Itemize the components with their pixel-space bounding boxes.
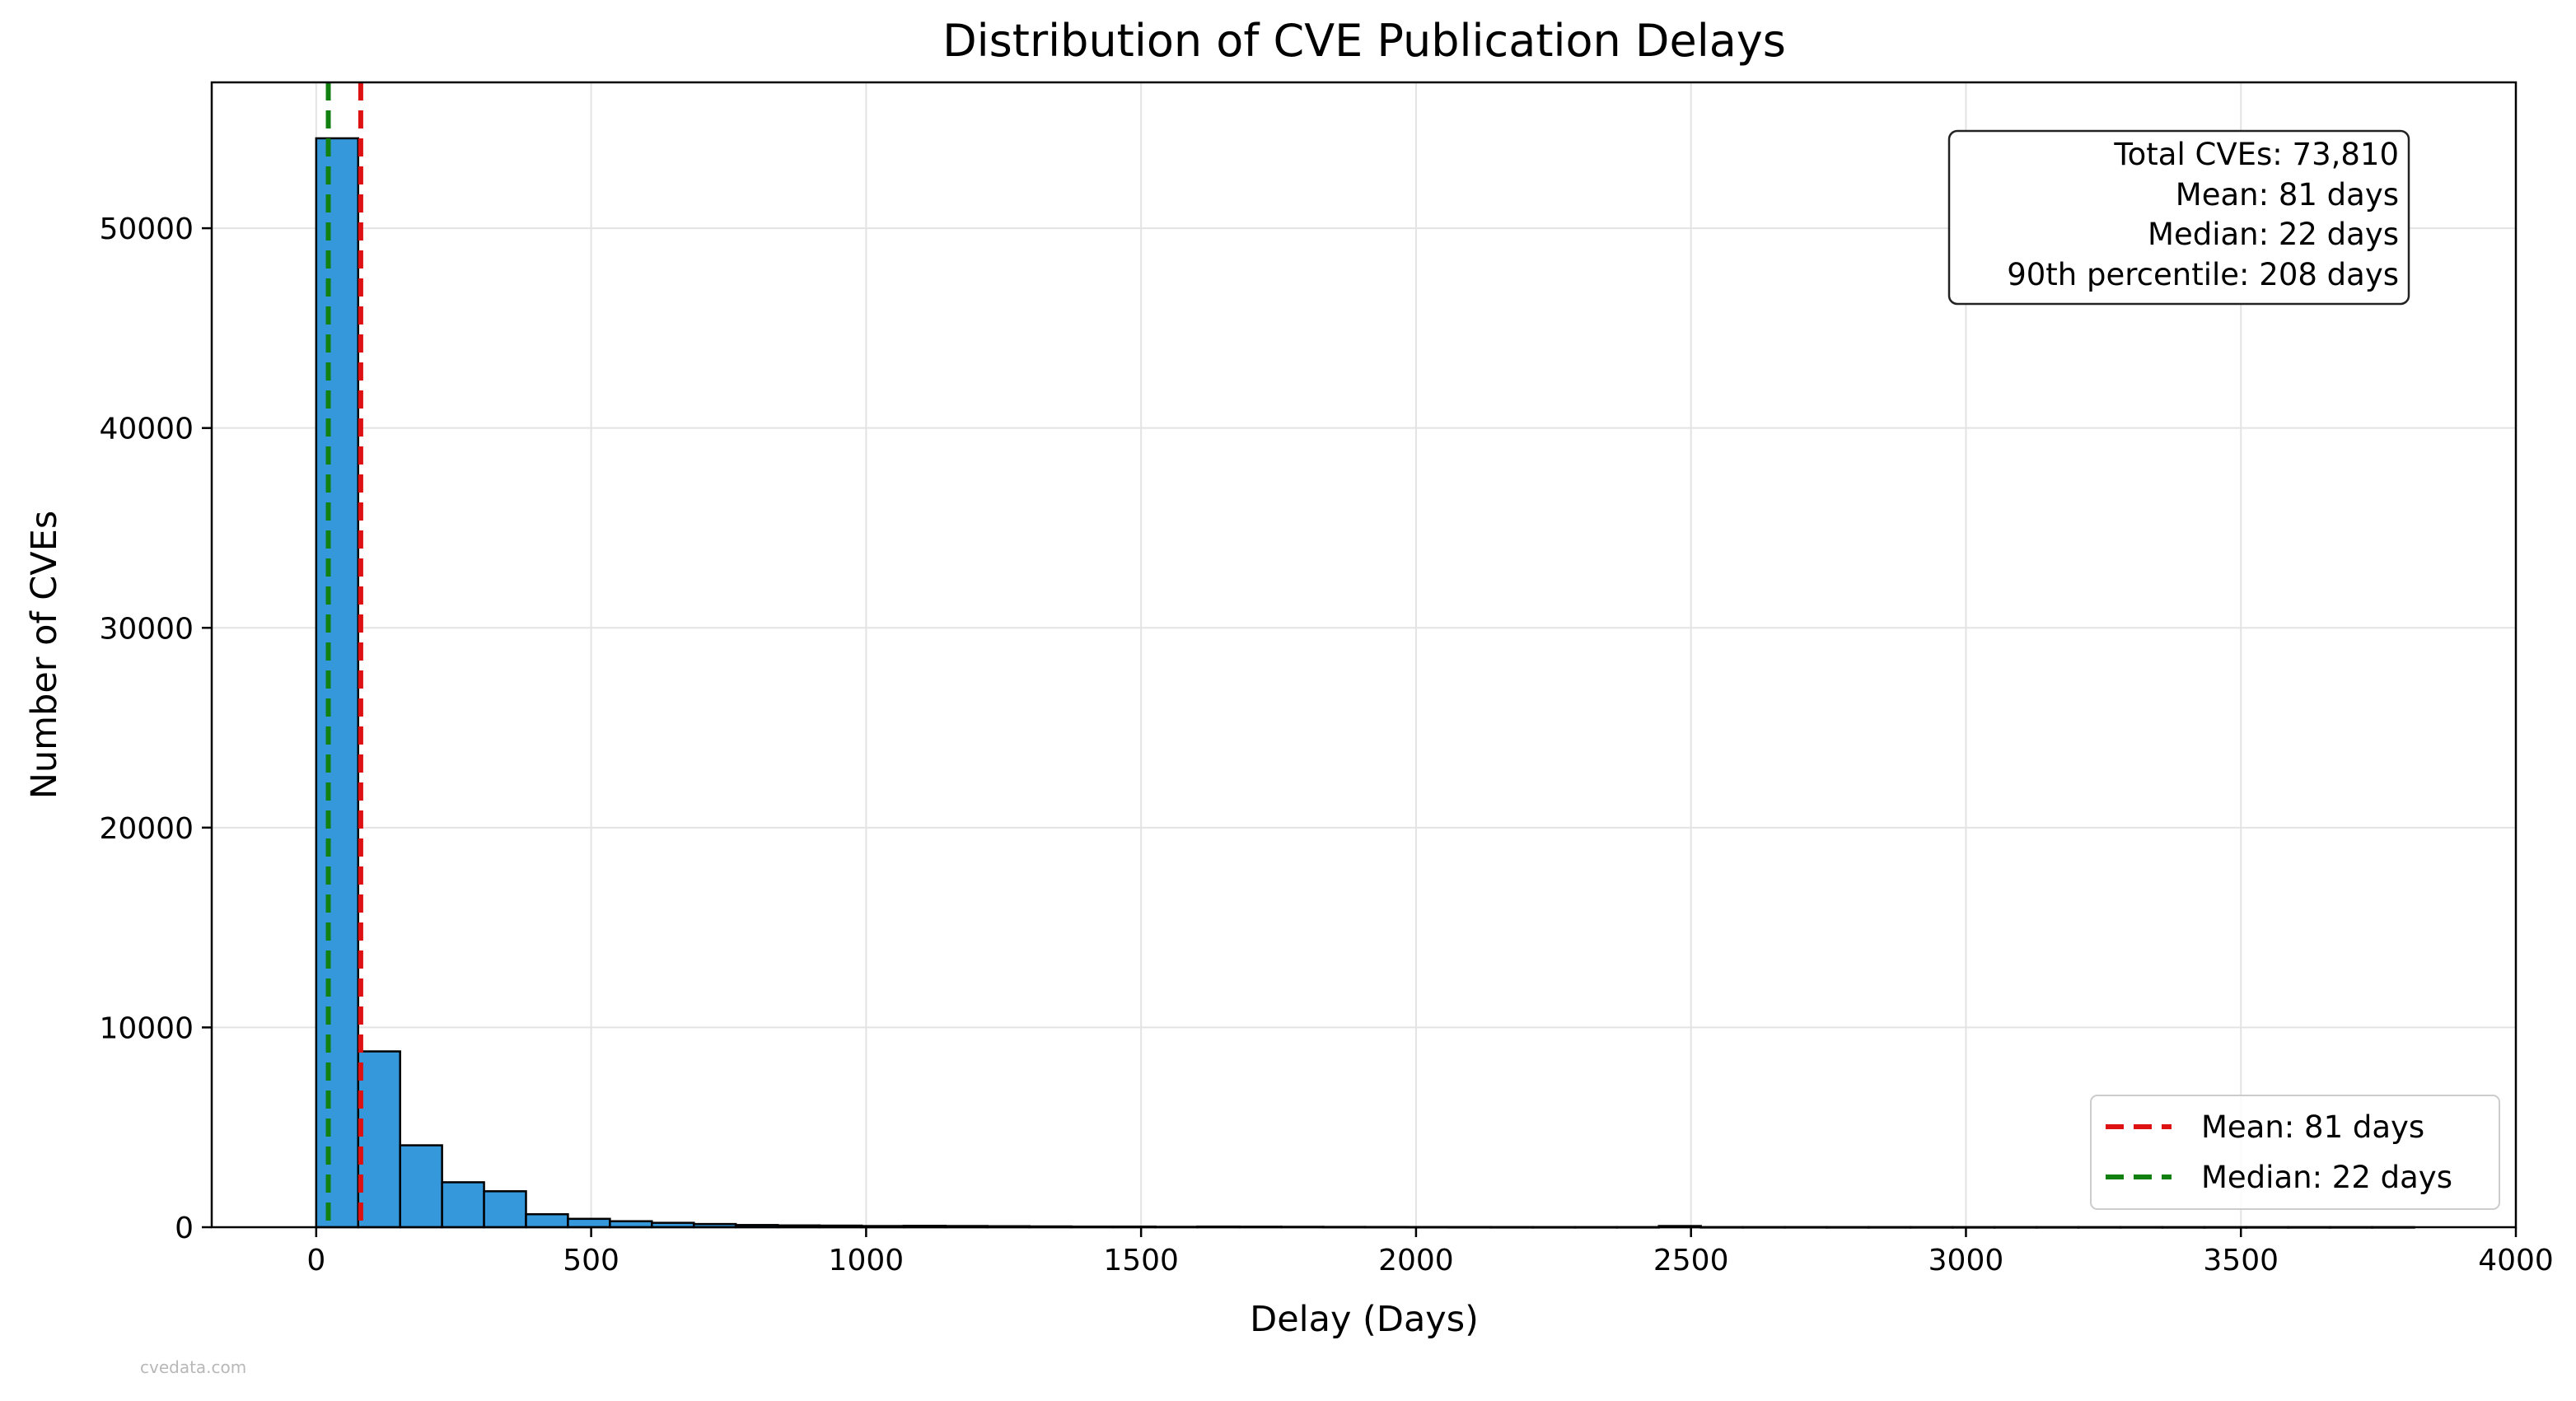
x-axis-label: Delay (Days): [1250, 1299, 1479, 1340]
x-axis-ticks: 0 500 1000 1500 2000 2500 3000 3500 4000: [306, 1227, 2554, 1277]
stats-mean: Mean: 81 days: [2176, 177, 2399, 212]
stats-median: Median: 22 days: [2148, 217, 2399, 252]
x-tick-label: 3500: [2203, 1244, 2279, 1277]
watermark-text: cvedata.com: [140, 1357, 247, 1377]
chart-title: Distribution of CVE Publication Delays: [942, 15, 1786, 67]
x-tick-label: 4000: [2478, 1244, 2554, 1277]
reference-lines: [325, 82, 363, 1227]
x-tick-label: 3000: [1928, 1244, 2004, 1277]
histogram-bar: [483, 1190, 527, 1229]
stats-box-frame: [1947, 129, 2410, 306]
histogram-bar: [525, 1212, 569, 1229]
x-tick-label: 2500: [1653, 1244, 1729, 1277]
y-tick-label: 40000: [99, 413, 194, 446]
x-tick-label: 1500: [1103, 1244, 1179, 1277]
y-tick-label: 30000: [99, 612, 194, 646]
legend-median-label: Median: 22 days: [2201, 1160, 2452, 1195]
x-tick-label: 2000: [1378, 1244, 1454, 1277]
stats-total: Total CVEs: 73,810: [2113, 137, 2399, 172]
histogram-bar: [441, 1181, 485, 1229]
y-tick-label: 50000: [99, 212, 194, 246]
x-tick-label: 1000: [829, 1244, 905, 1277]
legend: Mean: 81 days Median: 22 days: [2090, 1095, 2500, 1210]
stats-p90: 90th percentile: 208 days: [2007, 257, 2399, 292]
plot-frame: [210, 81, 2518, 1229]
y-tick-label: 20000: [99, 812, 194, 846]
y-tick-label: 10000: [99, 1011, 194, 1045]
histogram-bar: [399, 1144, 443, 1229]
y-axis-ticks: 0 10000 20000 30000 40000 50000: [99, 212, 212, 1245]
y-tick-label: 0: [175, 1212, 194, 1245]
histogram-bars: [315, 137, 2415, 1229]
histogram-bar: [357, 1050, 401, 1229]
stats-box: Total CVEs: 73,810 Mean: 81 days Median:…: [1947, 129, 2410, 306]
x-tick-label: 500: [563, 1244, 619, 1277]
histogram-bar: [315, 137, 360, 1229]
x-tick-label: 0: [306, 1244, 325, 1277]
histogram-bar: [567, 1217, 611, 1229]
y-axis-label: Number of CVEs: [24, 511, 65, 800]
legend-frame: [2090, 1095, 2500, 1210]
legend-mean-label: Mean: 81 days: [2201, 1109, 2424, 1145]
